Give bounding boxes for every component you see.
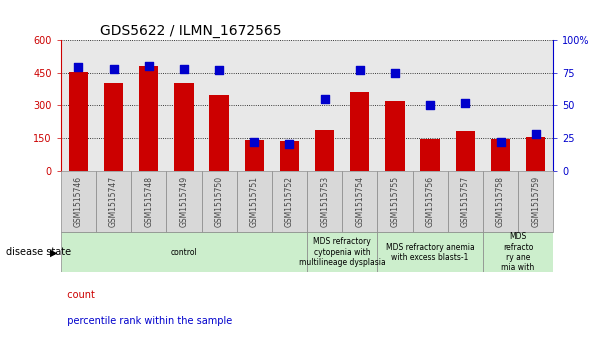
Text: GSM1515754: GSM1515754 [355,176,364,227]
Text: GSM1515747: GSM1515747 [109,176,118,227]
Point [109,66,119,72]
Point [179,66,188,72]
Bar [174,83,193,171]
Bar [244,140,264,171]
Point [531,131,541,137]
Point [460,100,470,106]
Text: GSM1515748: GSM1515748 [144,176,153,227]
Bar [350,92,370,171]
Bar [421,139,440,171]
Text: GSM1515746: GSM1515746 [74,176,83,227]
Text: GSM1515750: GSM1515750 [215,176,224,227]
Bar [209,95,229,171]
Bar [61,171,96,232]
Text: MDS
refracto
ry ane
mia with: MDS refracto ry ane mia with [502,232,534,272]
Bar [307,232,378,272]
Bar [483,232,553,272]
Bar [378,232,483,272]
Point [320,96,330,102]
Point [144,63,154,69]
Bar [447,171,483,232]
Bar [104,83,123,171]
Point [425,102,435,108]
Bar [69,72,88,171]
Bar [385,101,405,171]
Text: MDS refractory
cytopenia with
multilineage dysplasia: MDS refractory cytopenia with multilinea… [299,237,385,267]
Point [496,139,505,145]
Bar [167,171,201,232]
Bar [491,139,510,171]
Text: percentile rank within the sample: percentile rank within the sample [61,316,232,326]
Text: GSM1515751: GSM1515751 [250,176,259,227]
Bar [315,130,334,171]
Text: count: count [61,290,95,301]
Text: GDS5622 / ILMN_1672565: GDS5622 / ILMN_1672565 [100,24,282,37]
Point [249,139,259,145]
Bar [131,171,167,232]
Bar [96,171,131,232]
Text: ▶: ▶ [50,247,58,257]
Point [214,67,224,73]
Text: GSM1515755: GSM1515755 [390,176,399,227]
Point [285,142,294,147]
Bar [455,131,475,171]
Text: GSM1515758: GSM1515758 [496,176,505,227]
Bar [413,171,447,232]
Text: GSM1515753: GSM1515753 [320,176,329,227]
Text: GSM1515759: GSM1515759 [531,176,540,227]
Text: disease state: disease state [6,247,71,257]
Bar [483,171,518,232]
Text: GSM1515756: GSM1515756 [426,176,435,227]
Bar [526,137,545,171]
Point [355,67,365,73]
Bar [378,171,413,232]
Bar [307,171,342,232]
Text: GSM1515749: GSM1515749 [179,176,188,227]
Bar [518,171,553,232]
Bar [139,66,159,171]
Bar [280,141,299,171]
Text: GSM1515757: GSM1515757 [461,176,470,227]
Bar [201,171,237,232]
Bar [61,232,307,272]
Point [390,70,400,76]
Text: MDS refractory anemia
with excess blasts-1: MDS refractory anemia with excess blasts… [386,242,474,262]
Point [74,65,83,70]
Text: GSM1515752: GSM1515752 [285,176,294,227]
Bar [272,171,307,232]
Bar [237,171,272,232]
Bar [342,171,378,232]
Text: control: control [171,248,197,257]
